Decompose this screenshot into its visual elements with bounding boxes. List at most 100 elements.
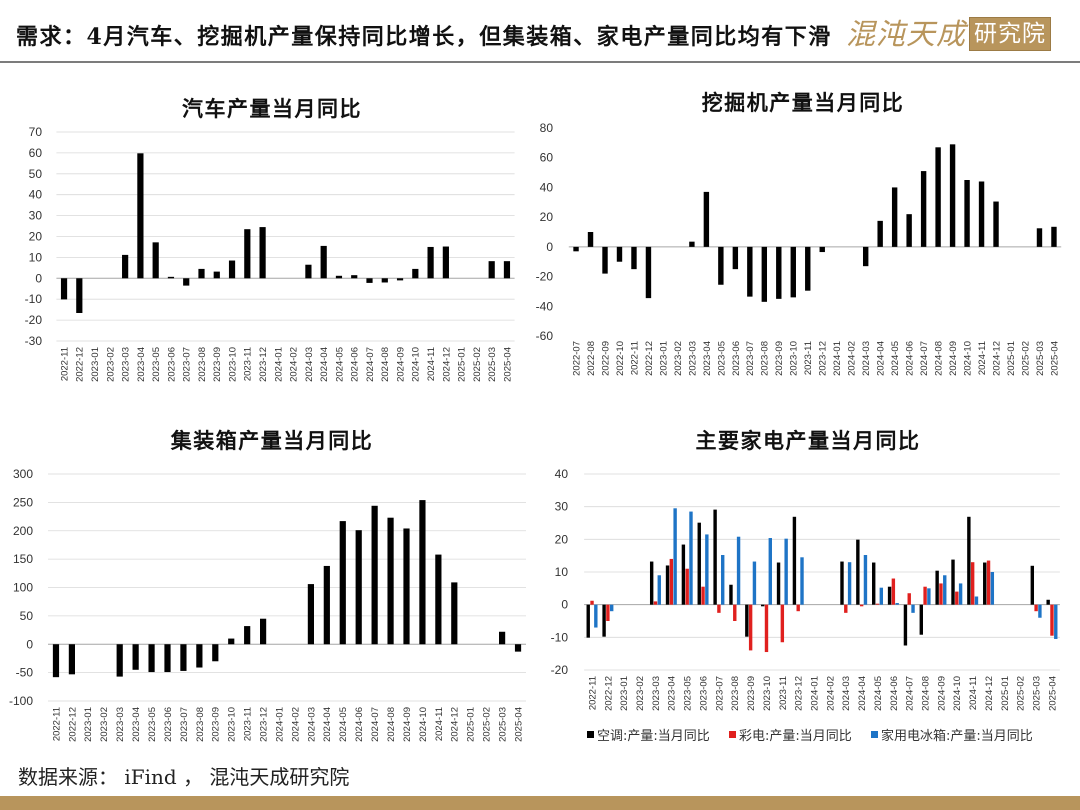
bar (435, 554, 442, 645)
bar (1051, 226, 1057, 247)
x-tick-label: 2024-11 (426, 347, 437, 381)
bar-color-tv (733, 604, 737, 621)
y-tick-label: 300 (13, 467, 33, 481)
x-tick-label: 2024-11 (968, 676, 979, 710)
bar (732, 246, 739, 270)
bar (949, 144, 956, 247)
bar-air-conditioner (649, 561, 654, 605)
legend-swatch (871, 731, 878, 738)
bar (790, 246, 796, 298)
bar (371, 505, 378, 645)
bar (52, 644, 60, 678)
bar-color-tv (986, 560, 991, 605)
x-tick-label: 2023-08 (730, 676, 741, 711)
x-tick-label: 2025-04 (1049, 341, 1060, 376)
y-tick-label: 70 (29, 125, 43, 139)
x-tick-label: 2023-01 (90, 347, 101, 382)
chart-title: 集装箱产量当月同比 (170, 428, 374, 453)
x-tick-label: 2025-02 (1020, 341, 1031, 376)
bar (514, 644, 522, 652)
bar (877, 220, 883, 247)
x-tick-label: 2023-05 (147, 707, 158, 742)
x-tick-label: 2023-11 (243, 347, 254, 381)
header-divider (0, 61, 1080, 63)
y-tick-label: -50 (16, 666, 34, 680)
chart-title: 汽车产量当月同比 (182, 96, 362, 121)
legend-label: 空调:产量:当月同比 (597, 729, 710, 744)
bar-air-conditioner (602, 604, 606, 637)
x-tick-label: 2024-10 (418, 707, 429, 742)
bar-color-tv (653, 601, 658, 605)
x-tick-label: 2024-08 (380, 347, 391, 382)
x-tick-label: 2025-03 (498, 707, 509, 742)
x-tick-label: 2025-02 (482, 707, 493, 742)
x-tick-label: 2023-11 (243, 707, 254, 741)
y-tick-label: 250 (13, 495, 33, 509)
x-tick-label: 2024-02 (825, 676, 836, 711)
bar-refrigerator (974, 596, 979, 605)
bar-color-tv (606, 604, 610, 621)
bar-refrigerator (895, 603, 899, 605)
chart-title: 主要家电产量当月同比 (696, 428, 921, 453)
x-tick-label: 2023-07 (182, 347, 193, 382)
bar (152, 242, 159, 279)
bar-color-tv (764, 604, 769, 653)
bar-air-conditioner (697, 522, 701, 605)
bar (419, 500, 426, 645)
bar-color-tv (891, 578, 896, 605)
bar-air-conditioner (919, 604, 923, 635)
legend-swatch (729, 731, 736, 738)
bar-color-tv (939, 583, 943, 605)
y-tick-label: 40 (29, 188, 43, 202)
x-tick-label: 2023-05 (151, 347, 162, 382)
x-tick-label: 2024-02 (289, 347, 300, 382)
bar (906, 214, 912, 247)
x-tick-label: 2023-12 (794, 676, 805, 711)
bar (183, 278, 190, 286)
y-tick-label: 150 (13, 552, 33, 566)
bar (366, 278, 373, 283)
bar (396, 278, 404, 281)
y-tick-label: -60 (536, 329, 554, 343)
bar (387, 517, 394, 645)
x-tick-label: 2025-01 (466, 707, 477, 742)
x-tick-label: 2024-06 (354, 707, 365, 742)
x-tick-label: 2023-06 (698, 676, 709, 711)
bar (137, 153, 144, 279)
y-tick-label: 0 (26, 637, 33, 651)
bar-air-conditioner (681, 544, 686, 605)
bar-air-conditioner (872, 562, 876, 605)
bar (993, 201, 999, 247)
bar-refrigerator (673, 508, 677, 605)
bar (68, 644, 75, 675)
x-tick-label: 2023-10 (789, 341, 800, 376)
x-tick-label: 2023-01 (83, 707, 94, 742)
bar (167, 276, 175, 279)
x-tick-label: 2024-03 (306, 707, 317, 742)
x-tick-label: 2024-07 (919, 341, 930, 376)
legend-label: 家用电冰箱:产量:当月同比 (881, 728, 1033, 744)
bar-refrigerator (800, 557, 804, 605)
x-tick-label: 2023-03 (115, 707, 126, 742)
y-tick-label: -10 (551, 630, 569, 644)
bar (381, 278, 388, 283)
excavator-production-chart: 挖掘机产量当月同比 80 60 40 20 0 -20 -40 -60 2022-07 2022-… (536, 90, 1062, 376)
bar (307, 584, 314, 645)
bar-refrigerator (1038, 604, 1042, 618)
x-tick-label: 2023-09 (774, 341, 785, 376)
bar (122, 254, 129, 279)
x-tick-label: 2025-04 (513, 707, 524, 742)
bar-refrigerator (752, 561, 757, 605)
bar (132, 644, 139, 670)
x-tick-label: 2023-03 (651, 676, 662, 711)
bar-air-conditioner (729, 584, 733, 605)
x-tick-label: 2023-04 (136, 347, 147, 382)
bar-color-tv (844, 604, 848, 613)
x-tick-label: 2022-11 (629, 341, 640, 375)
y-tick-label: 40 (540, 180, 554, 194)
plot-area: 40 30 20 10 0 -10 -20 2022-11 2022-12 2023-01 2023… (551, 467, 1060, 711)
x-tick-label: 2024-10 (411, 347, 422, 382)
x-tick-label: 2023-12 (818, 341, 829, 376)
bar-air-conditioner (951, 559, 955, 605)
